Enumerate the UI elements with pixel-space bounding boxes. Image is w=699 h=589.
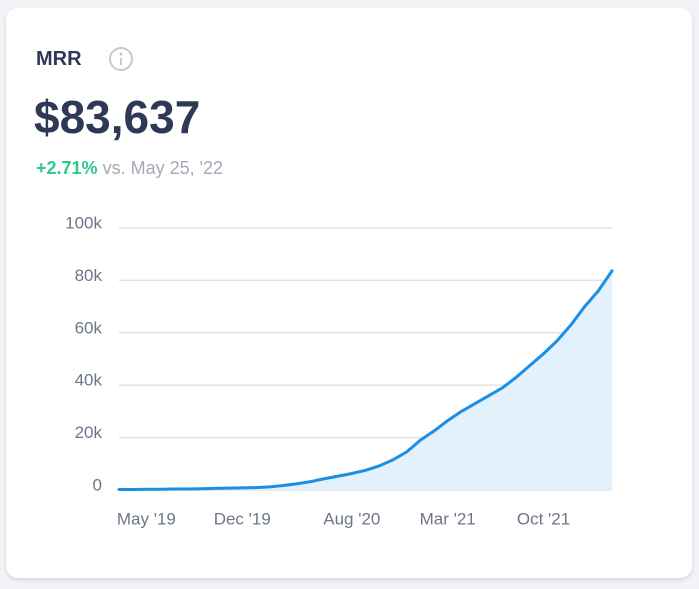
- comparison: vs. May 25, '22: [102, 158, 224, 178]
- change-percent: +2.71%: [36, 158, 98, 178]
- y-tick-label: 20k: [75, 423, 103, 442]
- x-tick-label: May '19: [117, 509, 176, 528]
- mrr-value: $83,637: [34, 91, 201, 143]
- x-tick-label: Mar '21: [420, 509, 476, 528]
- line: [117, 269, 614, 491]
- x-tick-label: Aug '20: [323, 509, 380, 528]
- area: [119, 270, 612, 490]
- y-tick-label: 0: [93, 475, 102, 494]
- x-tick-label: Oct '21: [517, 509, 570, 528]
- y-tick-label: 80k: [75, 266, 103, 285]
- card-title: MRR: [36, 48, 82, 70]
- x-tick-label: Dec '19: [214, 509, 271, 528]
- y-tick-label: 60k: [75, 318, 103, 337]
- info-icon[interactable]: [108, 46, 134, 72]
- y-tick-label: 40k: [75, 371, 103, 390]
- change-line: +2.71% vs. May 25, '22: [36, 158, 223, 179]
- y-tick-label: 100k: [65, 213, 102, 232]
